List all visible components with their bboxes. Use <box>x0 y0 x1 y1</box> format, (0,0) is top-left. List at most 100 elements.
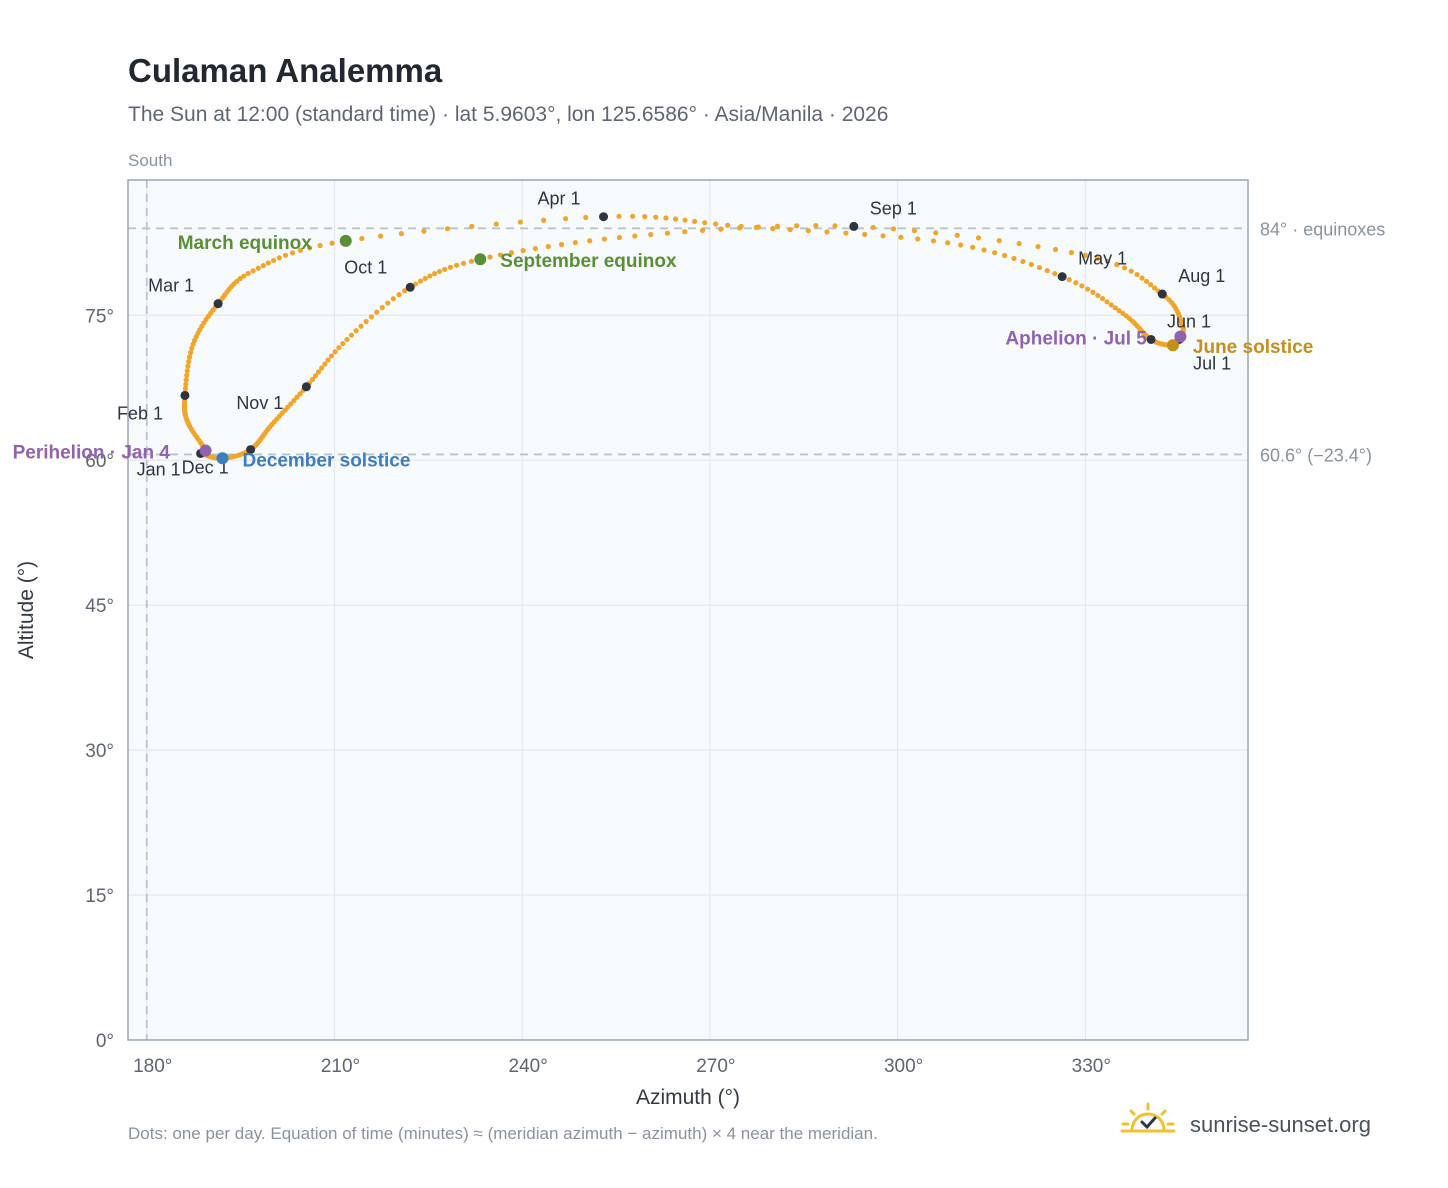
y-tick-label: 60° <box>85 451 114 472</box>
daily-dot <box>663 215 669 221</box>
daily-dot <box>1052 246 1059 253</box>
daily-dot <box>755 224 762 230</box>
daily-dot <box>309 376 316 383</box>
daily-dot <box>348 332 355 338</box>
month-marker <box>849 221 859 231</box>
daily-dot <box>1035 243 1041 250</box>
daily-dot <box>265 260 271 266</box>
daily-dot <box>1079 283 1085 289</box>
month-marker <box>1157 289 1167 299</box>
daily-dot <box>417 278 424 284</box>
y-tick-label: 15° <box>85 886 114 907</box>
daily-dot <box>813 222 819 229</box>
daily-dot <box>702 220 708 226</box>
event-label: December solstice <box>242 450 410 471</box>
daily-dot <box>774 223 781 229</box>
daily-dot <box>648 232 654 238</box>
x-tick-label: 240° <box>509 1056 548 1077</box>
daily-dot <box>843 230 849 236</box>
daily-dot <box>1104 299 1110 305</box>
event-marker <box>474 253 487 266</box>
daily-dot <box>374 309 380 315</box>
plot-border <box>127 179 1249 1041</box>
daily-dot <box>319 365 325 371</box>
daily-dot <box>880 233 886 239</box>
daily-dot <box>870 224 876 231</box>
event-marker <box>199 444 212 457</box>
daily-dot <box>1082 252 1088 258</box>
daily-dot <box>981 247 987 253</box>
daily-dot <box>1105 258 1111 264</box>
daily-dot <box>368 314 374 320</box>
daily-dot <box>890 226 897 232</box>
daily-dot <box>1148 282 1154 288</box>
daily-dot <box>770 225 776 232</box>
daily-dot <box>421 228 427 234</box>
daily-dot <box>718 226 724 232</box>
daily-dot <box>282 252 289 258</box>
daily-dot <box>805 228 811 234</box>
daily-dot <box>915 236 921 242</box>
daily-dot <box>487 254 493 260</box>
month-marker-label: Jan 1 <box>137 459 181 479</box>
daily-dot <box>1002 252 1008 259</box>
daily-dot <box>1084 286 1091 292</box>
daily-dot <box>291 397 297 404</box>
daily-dot <box>377 233 384 239</box>
daily-dot <box>241 273 247 279</box>
daily-dot <box>432 271 438 277</box>
daily-dot <box>616 213 622 219</box>
daily-dot <box>307 245 313 251</box>
month-marker <box>213 299 223 309</box>
y-axis-label: Altitude (°) <box>15 561 38 659</box>
x-tick-label: 330° <box>1072 1056 1111 1077</box>
footnote: Dots: one per day. Equation of time (min… <box>128 1124 878 1143</box>
daily-dot <box>664 230 671 236</box>
south-label: South <box>128 151 173 170</box>
daily-dot <box>572 239 578 246</box>
daily-dot <box>344 336 350 343</box>
month-marker-label: Feb 1 <box>117 403 163 423</box>
daily-dot <box>312 373 319 379</box>
daily-dot <box>396 292 402 298</box>
daily-dot <box>237 276 243 282</box>
daily-dot <box>601 236 607 242</box>
daily-dot <box>402 288 408 294</box>
daily-dot <box>245 270 251 277</box>
chart-title: Culaman Analemma <box>128 52 443 89</box>
daily-dot <box>630 213 636 219</box>
daily-dot <box>532 245 539 252</box>
daily-dot <box>188 349 194 356</box>
daily-dot <box>954 232 960 238</box>
daily-dot <box>182 385 189 391</box>
daily-dot <box>315 369 322 375</box>
daily-dot <box>447 264 453 270</box>
daily-dot <box>558 241 565 248</box>
brand-link[interactable]: sunrise-sunset.org <box>1118 1100 1388 1150</box>
daily-dot <box>692 218 698 225</box>
sun-logo-icon <box>1120 1102 1176 1133</box>
daily-dot <box>363 318 369 325</box>
daily-dot <box>184 368 190 374</box>
daily-dot <box>970 244 976 251</box>
daily-dot <box>398 231 404 237</box>
month-marker-label: Jul 1 <box>1193 353 1231 373</box>
daily-dot <box>520 248 526 254</box>
daily-dot <box>975 235 982 241</box>
month-marker <box>1057 272 1067 282</box>
daily-dot <box>1151 285 1158 291</box>
event-marker <box>1174 330 1187 343</box>
y-tick-label: 30° <box>85 741 114 762</box>
y-tick-label: 0° <box>96 1031 114 1052</box>
daily-dot <box>184 372 190 378</box>
month-marker-label: Nov 1 <box>236 393 283 413</box>
daily-dot <box>541 217 547 223</box>
daily-dot <box>1068 249 1074 256</box>
daily-dot <box>385 300 391 306</box>
daily-dot <box>832 223 838 229</box>
daily-dot <box>461 260 467 266</box>
month-marker-label: Apr 1 <box>538 189 581 209</box>
daily-dot <box>1112 305 1118 311</box>
daily-dot <box>682 217 688 223</box>
daily-dot <box>325 357 331 363</box>
